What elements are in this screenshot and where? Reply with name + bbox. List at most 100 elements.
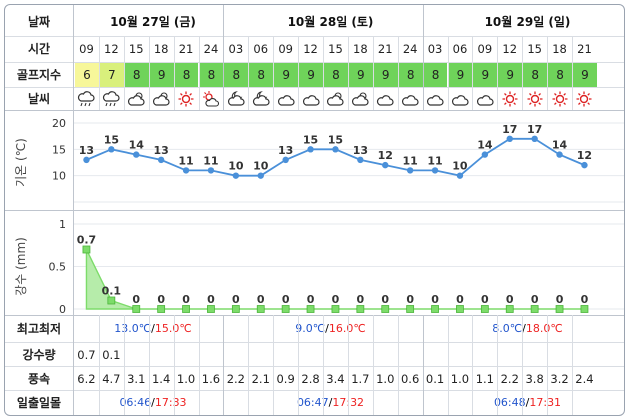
precip-point [480,305,489,313]
precip-value-label: 0.1 [102,285,122,298]
temp-value-label: 11 [427,154,442,167]
golf-index-cell: 8 [548,63,572,87]
golf-index-cell: 8 [398,63,423,87]
rain-cloud-icon [102,91,120,107]
temp-value-label: 14 [477,139,493,152]
sun-times: 06:46/17:33 [119,396,187,409]
hour-cell: 03 [228,42,244,56]
hour-cell: 21 [577,42,592,56]
wind-speed-cell: 2.8 [301,372,320,386]
hour-cell: 09 [477,42,493,56]
precip-axis-label: 강수 (mm) [14,237,28,296]
precip-cell [348,344,373,366]
precip-value-label: 0.7 [77,234,97,247]
cloud-icon [277,91,295,107]
golf-index-cell: 6 [75,63,99,87]
temp-point [307,146,314,153]
sun-cloud-icon [202,91,220,107]
golf-index-cell: 8 [423,63,448,87]
precip-cell [149,344,174,366]
golf-index-cell: 9 [498,63,523,87]
precip-point [580,305,589,313]
precip-point [256,305,265,313]
max-temp: 18.0℃ [525,322,563,335]
precip-value-label: 0 [456,293,464,306]
temp-point [431,167,439,174]
cloud-icon [476,91,494,107]
golf-index-cell: 8 [224,63,249,87]
rain-cloud-icon [77,91,95,107]
sun-icon [177,91,195,107]
hour-cell: 09 [79,42,94,56]
date-label: 날짜 [27,15,51,29]
precip-value-label: 0 [232,293,240,306]
hour-cell: 03 [427,42,443,56]
temp-value-label: 11 [402,154,417,167]
precip-point [82,245,91,254]
sun-icon [501,91,519,107]
wind-label: 풍속 [27,372,51,386]
precip-point [331,305,340,313]
cloud-icon [302,91,320,107]
hour-cell: 15 [527,42,542,56]
min-max-sep: / [522,322,526,335]
precip-cell [472,344,497,366]
precipitation-chart: 0 0.5 1 강수 (mm) 0.7 0.1 0 0 0 0 0 0 0 0 0 0 0 0 0 0 0 0 0 0 0 [14,218,624,315]
precip-value-label: 0 [332,293,340,306]
sun-label: 일출일몰 [16,396,62,410]
wind-speed-cell: 1.0 [450,372,470,386]
precip-point [406,305,415,313]
temp-value-label: 13 [153,144,168,157]
precip-cell [199,344,224,366]
temp-value-label: 12 [577,149,592,162]
temp-tick-label: 15 [52,143,66,156]
temp-value-label: 14 [552,139,568,152]
max-temp: 16.0℃ [329,322,366,335]
precip-cell [547,344,572,366]
weather-label: 날씨 [27,92,51,106]
temp-value-label: 15 [303,133,318,146]
precip-point [555,305,564,313]
golf-index-cell: 8 [174,63,199,87]
precip-point [107,296,116,305]
hour-cell: 21 [178,42,194,56]
sunset-time: 17:31 [529,396,562,409]
sun-icon [526,91,544,107]
precip-cell [298,344,323,366]
cloud-icon [451,91,469,107]
temp-value-label: 17 [527,123,542,136]
precip-point [207,305,215,313]
precip-point [431,305,439,313]
temp-point [108,146,115,153]
min-temp: 13.0℃ [114,322,152,335]
wind-speed-cell: 2.1 [251,372,270,386]
temp-value-label: 17 [502,123,517,136]
temp-value-label: 13 [278,144,293,157]
temp-value-label: 10 [253,160,269,173]
precip-cell: 0.1 [102,348,121,362]
partly-cloudy-icon [326,91,344,107]
temp-point [581,161,588,169]
precip-value-label: 0 [581,293,589,306]
hour-cell: 06 [253,42,269,56]
wind-speed-cell: 1.6 [201,372,221,386]
golf-index-cell: 8 [523,63,548,87]
hour-cell: 18 [153,42,169,56]
wind-speed-cell: 1.4 [151,372,171,386]
sunrise-time: 06:46 [119,396,152,409]
temp-point [357,156,364,164]
temp-point [157,156,165,164]
temp-value-label: 11 [178,154,193,167]
precip-cell [373,344,398,366]
precip-cell [124,344,149,366]
precip-cell [522,344,547,366]
precip-value-label: 0 [556,293,564,306]
temp-point [133,151,140,158]
precip-value-label: 0 [132,293,140,306]
precip-cell [323,344,348,366]
hour-cell: 12 [303,42,318,56]
moon-cloud-icon [252,91,270,107]
hour-cell: 24 [402,42,418,56]
precip-point [182,305,190,313]
temp-point [406,167,414,174]
